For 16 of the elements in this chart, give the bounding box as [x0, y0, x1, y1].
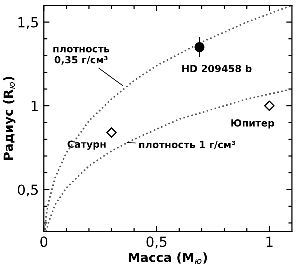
point — [194, 42, 205, 52]
annotation: HD 209458 b — [182, 64, 252, 72]
y-tick-label: 0,5 — [18, 184, 38, 197]
point — [106, 128, 117, 138]
y-tick-label: 1,5 — [18, 17, 38, 30]
point — [264, 100, 275, 112]
y-tick-label: 1 — [32, 101, 38, 112]
annotation: Юпитер — [232, 120, 274, 129]
x-tick-label: 0 — [40, 236, 48, 248]
annotation: плотность 0,35 г/см³ — [54, 47, 110, 65]
x-tick-label: 0,5 — [146, 236, 167, 249]
annotation: Сатурн — [68, 140, 106, 150]
x-axis-title: Масса (M$_{ю}$) — [129, 252, 208, 264]
annotation: плотность 1 г/см³ — [139, 141, 236, 150]
x-tick-label: 1 — [266, 236, 273, 247]
y-axis-title: Радиус (R$_{ю}$) — [4, 77, 16, 160]
